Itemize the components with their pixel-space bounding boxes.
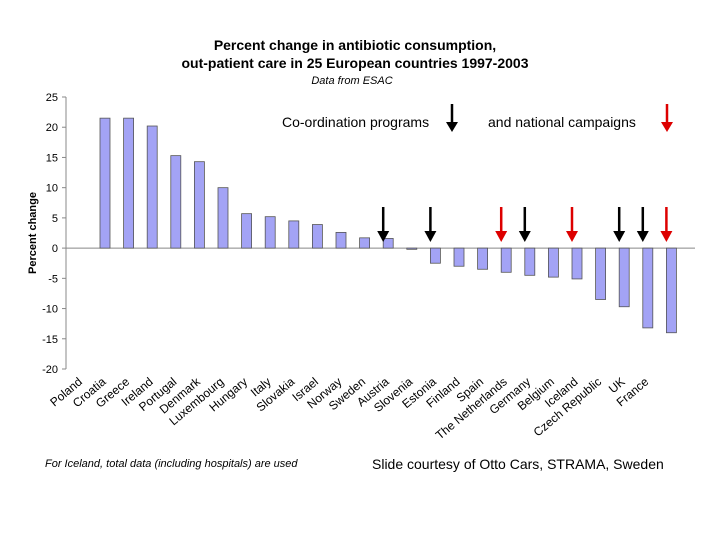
- y-axis-label: Percent change: [27, 192, 39, 274]
- bar: [595, 247, 606, 300]
- credit: Slide courtesy of Otto Cars, STRAMA, Swe…: [372, 456, 664, 472]
- chart-title: Percent change in antibiotic consumption…: [214, 37, 496, 53]
- bar: [642, 247, 654, 329]
- chart-source: Data from ESAC: [311, 75, 392, 87]
- y-tick-label: -5: [48, 273, 58, 285]
- y-tick-label: 20: [46, 122, 58, 134]
- arrow-head: [660, 231, 673, 242]
- bar: [666, 247, 677, 334]
- y-tick-label: 25: [46, 92, 58, 104]
- y-tick-label: 5: [52, 213, 58, 225]
- arrow-head: [495, 231, 508, 242]
- bar: [500, 247, 512, 273]
- bar: [618, 247, 630, 308]
- annotation: and national campaigns: [488, 114, 636, 130]
- bar: [99, 117, 111, 249]
- bar: [477, 247, 489, 270]
- bar: [571, 247, 583, 280]
- bar: [264, 216, 276, 249]
- annotation: Co-ordination programs: [282, 114, 429, 130]
- bar: [429, 247, 441, 264]
- header-arrows: [446, 104, 673, 132]
- arrow-head: [613, 231, 626, 242]
- arrow-head: [566, 231, 578, 242]
- arrow-head: [518, 231, 531, 242]
- bar: [288, 220, 300, 249]
- bar: [241, 213, 253, 249]
- bar: [146, 125, 158, 249]
- y-tick-label: -15: [42, 334, 58, 346]
- bar: [170, 155, 182, 249]
- y-tick-label: 10: [46, 183, 58, 195]
- chart-subtitle: out-patient care in 25 European countrie…: [181, 55, 528, 71]
- y-tick-label: -20: [42, 364, 58, 376]
- bar: [524, 247, 536, 276]
- bar: [123, 117, 134, 249]
- y-tick-label: 0: [52, 243, 58, 255]
- arrow-head: [636, 231, 649, 242]
- arrow-head: [377, 231, 390, 242]
- bar: [382, 238, 394, 249]
- arrow-head: [424, 231, 437, 242]
- bar: [311, 224, 323, 249]
- y-tick-label: -10: [42, 304, 58, 316]
- bar: [217, 187, 229, 249]
- footnote: For Iceland, total data (including hospi…: [45, 458, 298, 470]
- y-tick-label: 15: [46, 152, 58, 164]
- bar: [453, 247, 465, 267]
- bar: [193, 161, 205, 249]
- bar: [548, 247, 559, 278]
- bar: [406, 247, 418, 250]
- bar: [335, 231, 347, 249]
- bar: [359, 237, 371, 249]
